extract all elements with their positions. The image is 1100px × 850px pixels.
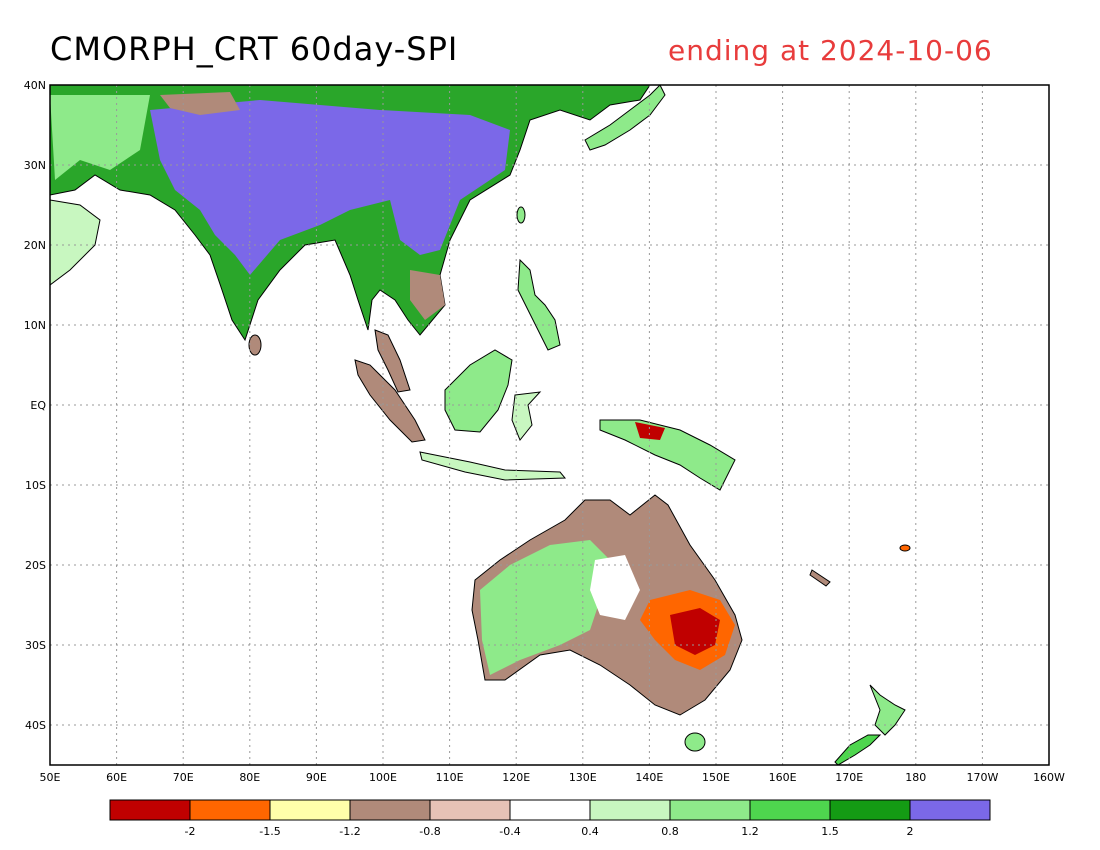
lon-tick-label: 170W — [966, 771, 998, 784]
philippines-landmass — [517, 258, 561, 351]
legend-swatch — [749, 799, 831, 821]
legend-tick-label: -0.4 — [499, 825, 520, 838]
legend-swatch — [429, 799, 511, 821]
lon-tick-label: 170E — [835, 771, 863, 784]
sulawesi-landmass — [511, 391, 542, 441]
fiji — [899, 544, 911, 552]
lon-tick-label: 140E — [635, 771, 663, 784]
new-caledonia — [809, 569, 831, 587]
lat-tick-label: 20N — [24, 239, 46, 252]
lat-tick-label: 30N — [24, 159, 46, 172]
legend-tick-label: -1.2 — [339, 825, 360, 838]
legend-tick-label: -1.5 — [259, 825, 280, 838]
lon-tick-label: 160W — [1033, 771, 1065, 784]
asia-green-band — [50, 95, 150, 180]
borneo-landmass — [444, 349, 513, 433]
lon-tick-label: 130E — [569, 771, 597, 784]
map-title: CMORPH_CRT 60day-SPI — [50, 30, 459, 68]
tibet-dry-patches — [160, 92, 240, 115]
lat-tick-label: 40S — [25, 719, 46, 732]
map-subtitle-date: ending at 2024-10-06 — [668, 34, 993, 67]
legend-swatch — [189, 799, 271, 821]
map-frame — [49, 84, 1050, 766]
legend-tick-label: 1.5 — [821, 825, 839, 838]
australia-east-extreme-dry — [670, 608, 720, 655]
legend-tick-label: 1.2 — [741, 825, 759, 838]
legend-swatch — [509, 799, 591, 821]
java-landmass — [419, 451, 567, 481]
new-zealand-north — [869, 684, 906, 736]
lon-tick-label: 60E — [106, 771, 127, 784]
lon-tick-label: 180 — [905, 771, 926, 784]
malay-peninsula — [374, 329, 411, 393]
sri-lanka — [248, 334, 262, 356]
lat-tick-label: 40N — [24, 79, 46, 92]
lon-tick-label: 120E — [502, 771, 530, 784]
taiwan — [516, 206, 526, 224]
legend-swatch — [909, 799, 991, 821]
longitude-labels: 50E 60E 70E 80E 90E 100E 110E 120E 130E 140E 150E 1… — [40, 771, 1066, 784]
legend-tick-label: 0.4 — [581, 825, 599, 838]
arabia-landmass — [50, 199, 101, 286]
legend-swatch — [349, 799, 431, 821]
australia-west-wet — [480, 540, 610, 675]
legend-tick-label: 0.8 — [661, 825, 679, 838]
legend-swatch — [829, 799, 911, 821]
legend-swatch — [109, 799, 191, 821]
lon-tick-label: 70E — [173, 771, 194, 784]
lon-tick-label: 50E — [40, 771, 61, 784]
new-guinea-dry — [635, 422, 665, 440]
tasmania — [684, 732, 706, 752]
legend-tick-label: -2 — [185, 825, 196, 838]
indochina-dry — [410, 270, 445, 320]
asia-wet-core — [150, 100, 510, 275]
new-zealand-south — [834, 734, 882, 765]
lon-tick-label: 150E — [702, 771, 730, 784]
legend-swatch — [269, 799, 351, 821]
lon-tick-label: 80E — [239, 771, 260, 784]
land-layer — [50, 85, 911, 765]
lat-tick-label: 30S — [25, 639, 46, 652]
lon-tick-label: 110E — [436, 771, 464, 784]
new-guinea-landmass — [599, 419, 736, 491]
legend-tick-label: 2 — [907, 825, 914, 838]
legend-swatch — [669, 799, 751, 821]
lat-tick-label: 10S — [25, 479, 46, 492]
color-legend: -2 -1.5 -1.2 -0.8 -0.4 0.4 0.8 1.2 1.5 2 — [109, 799, 991, 838]
graticule — [50, 85, 1049, 765]
legend-swatch — [589, 799, 671, 821]
lat-tick-label: 10N — [24, 319, 46, 332]
lon-tick-label: 160E — [769, 771, 797, 784]
lat-tick-label: 20S — [25, 559, 46, 572]
lat-tick-label: EQ — [30, 399, 46, 412]
australia-central-neutral — [590, 555, 640, 620]
lon-tick-label: 90E — [306, 771, 327, 784]
latitude-labels: 40N 30N 20N 10N EQ 10S 20S 30S 40S — [24, 79, 47, 732]
japan-landmass — [584, 85, 666, 151]
legend-tick-label: -0.8 — [419, 825, 440, 838]
lon-tick-label: 100E — [369, 771, 397, 784]
sumatra-landmass — [354, 359, 426, 443]
